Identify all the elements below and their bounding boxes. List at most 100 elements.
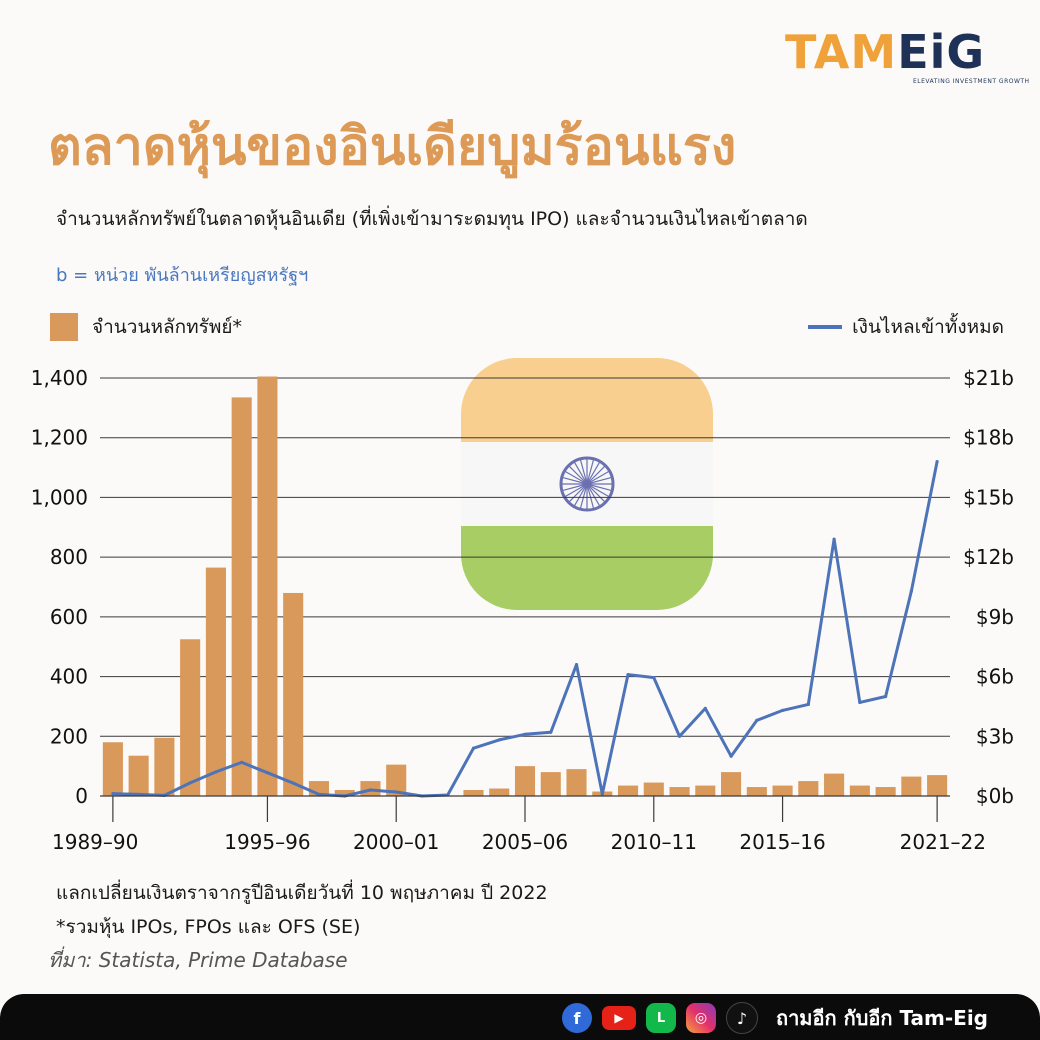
- bar-2007-08: [566, 769, 587, 796]
- inflow-point-1995-96: [265, 771, 270, 775]
- chakra-spoke: [586, 483, 595, 509]
- bar-2019-20: [875, 787, 896, 796]
- bar-1994-95: [231, 397, 252, 796]
- x-tick-label: 1995–96: [224, 830, 310, 854]
- right-tick-label: $18b: [963, 426, 1014, 450]
- chakra-spoke: [586, 470, 609, 485]
- legend-bar-label: จำนวนหลักทรัพย์*: [92, 316, 243, 338]
- x-tick-label: 2021–22: [900, 830, 986, 854]
- facebook-icon[interactable]: f: [561, 1003, 592, 1033]
- inflow-point-2013-14: [729, 754, 733, 758]
- inflow-point-1990-91: [137, 792, 141, 797]
- inflow-point-2012-13: [703, 706, 707, 711]
- page-title: ตลาดหุ้นของอินเดียบูมร้อนแรง: [48, 117, 737, 177]
- inflow-point-2004-05: [497, 738, 501, 742]
- legend-bar-swatch: [50, 313, 78, 341]
- chakra-spoke: [586, 483, 606, 503]
- brand-logo: TAMEiG ELEVATING INVESTMENT GROWTH: [785, 22, 1029, 92]
- instagram-icon[interactable]: ◎: [685, 1003, 716, 1033]
- flag-saffron-band: [461, 358, 713, 442]
- inflow-point-2017-18: [832, 537, 836, 541]
- flag-green-band: [461, 526, 713, 610]
- chakra-spoke: [568, 465, 588, 485]
- chakra-spoke: [568, 483, 588, 503]
- right-tick-label: $9b: [976, 605, 1014, 629]
- bar-2010-11: [643, 782, 664, 796]
- logo-part-a: TAM: [785, 25, 898, 79]
- ashoka-chakra-icon: [559, 456, 615, 512]
- left-tick-label: 600: [50, 605, 88, 629]
- youtube-icon[interactable]: ▶: [601, 1006, 636, 1030]
- bar-1991-92: [154, 737, 175, 796]
- legend-line-label: เงินไหลเข้าทั้งหมด: [852, 316, 1004, 338]
- legend-line-swatch: [808, 325, 843, 329]
- bar-1993-94: [205, 567, 226, 796]
- right-tick-label: $21b: [963, 366, 1014, 390]
- chakra-spoke: [573, 462, 588, 485]
- bar-2004-05: [489, 788, 510, 796]
- right-tick-label: $15b: [963, 485, 1014, 509]
- inflow-point-2019-20: [884, 694, 888, 699]
- x-tick-label: 2000–01: [353, 830, 439, 854]
- left-tick-label: 400: [50, 665, 88, 689]
- inflow-point-1994-95: [240, 760, 244, 764]
- x-tick-label: 1989–90: [52, 830, 138, 854]
- right-tick-label: $3b: [976, 724, 1014, 748]
- bar-2017-18: [824, 773, 845, 796]
- chakra-spoke: [586, 476, 612, 485]
- inflow-point-2016-17: [806, 702, 810, 707]
- india-flag-icon: [461, 358, 713, 610]
- logo-part-b: EiG: [897, 25, 986, 79]
- inflow-point-1999-00: [368, 788, 373, 792]
- legend-bars: จำนวนหลักทรัพย์*: [50, 312, 242, 342]
- bar-1998-99: [334, 790, 355, 796]
- x-tick-label: 2005–06: [482, 830, 568, 854]
- chakra-spoke: [562, 476, 588, 485]
- chakra-spoke: [565, 470, 588, 485]
- chakra-spoke: [579, 483, 588, 509]
- x-tick-label: 2010–11: [611, 830, 697, 854]
- inflow-point-1997-98: [317, 792, 321, 797]
- bar-2005-06: [514, 766, 536, 796]
- right-tick-label: $6b: [976, 665, 1014, 689]
- legend-line: เงินไหลเข้าทั้งหมด: [808, 312, 1004, 342]
- inflow-point-1992-93: [188, 781, 192, 785]
- bar-1992-93: [180, 639, 201, 796]
- bar-2012-13: [695, 785, 716, 796]
- tiktok-icon[interactable]: ♪: [725, 1002, 758, 1034]
- left-tick-label: 1,200: [31, 426, 88, 450]
- chakra-spoke: [586, 483, 612, 492]
- right-tick-label: $12b: [963, 545, 1014, 569]
- right-tick-label: $0b: [976, 784, 1014, 808]
- chakra-spoke: [565, 483, 588, 498]
- bar-2015-16: [772, 785, 793, 796]
- bar-1995-96: [257, 376, 278, 796]
- inflow-point-1993-94: [214, 770, 218, 774]
- bar-2013-14: [721, 772, 742, 796]
- inflow-point-2005-06: [523, 732, 527, 736]
- bar-2006-07: [540, 772, 561, 796]
- x-tick-label: 2015–16: [739, 830, 825, 854]
- bar-1996-97: [283, 592, 304, 796]
- source-note: ที่มา: Statista, Prime Database: [48, 948, 348, 972]
- chakra-rim: [559, 456, 615, 512]
- inflow-point-2008-09: [600, 792, 604, 796]
- line-icon[interactable]: L: [645, 1003, 676, 1033]
- inflow-point-2021-22: [935, 460, 939, 464]
- chakra-spoke: [579, 459, 588, 485]
- chakra-spoke: [562, 483, 588, 492]
- inflow-point-2018-19: [858, 700, 862, 705]
- inflow-point-2014-15: [755, 718, 759, 722]
- chart-subtitle: จำนวนหลักทรัพย์ในตลาดหุ้นอินเดีย (ที่เพิ…: [56, 208, 808, 230]
- left-tick-label: 200: [50, 724, 88, 748]
- left-tick-label: 800: [50, 545, 88, 569]
- bar-2014-15: [746, 787, 767, 796]
- chakra-spoke: [586, 483, 609, 498]
- bar-2011-12: [669, 787, 690, 796]
- unit-note: b = หน่วย พันล้านเหรียญสหรัฐฯ: [56, 265, 309, 286]
- inflow-point-1996-97: [291, 781, 295, 785]
- inflow-point-2006-07: [549, 730, 553, 734]
- bar-2021-22: [927, 775, 948, 796]
